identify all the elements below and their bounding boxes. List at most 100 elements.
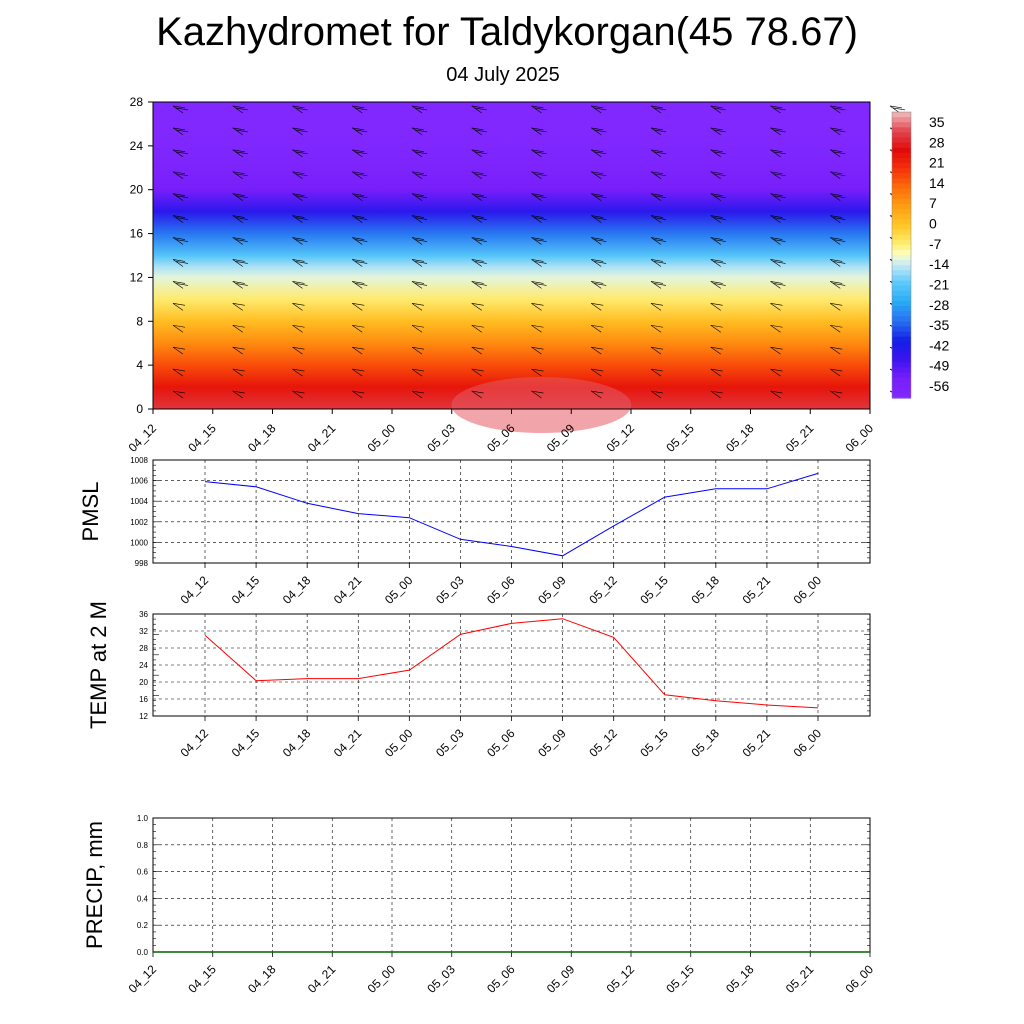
wind-barb-flag [650,237,664,240]
colorbar-segment [892,193,911,200]
wind-barb-staff [770,215,781,223]
wind-barb-flag [594,151,607,155]
wind-barb [770,193,786,201]
wind-barb-staff [770,325,781,333]
wind-barb-flag [232,171,245,175]
wind-barb-flag [833,239,846,242]
wind-barb-flag [534,107,547,111]
wind-barb-flag [232,346,245,350]
wind-barb-staff [770,105,781,114]
colorbar-segment [892,219,911,225]
wind-barb [830,171,846,179]
colorbar-segment [892,117,911,123]
wind-barb-staff [830,193,841,201]
temp-y-tick-label: 16 [139,695,148,704]
wind-barb-flag [352,324,365,328]
precip-x-tick-label: 05_15 [663,962,697,996]
precip-y-tick-label: 0.0 [137,948,149,957]
pmsl-x-tick-label: 05_15 [637,573,671,607]
wind-barb-staff [292,259,303,267]
wind-barb [591,105,607,114]
wind-barb-staff [591,368,602,377]
wind-barb-flag [591,281,604,284]
wind-barb-staff [172,368,184,377]
wind-barb-staff [232,105,243,114]
wind-barb-flag [591,368,604,372]
wind-barb [292,324,305,333]
wind-barb-staff [710,215,721,223]
wind-barb [172,368,186,377]
wind-barb-flag [295,173,308,177]
wind-barb-flag [773,283,786,286]
wind-barb [591,368,604,377]
wind-barb-staff [531,193,542,201]
wind-barb [172,237,189,245]
wind-barb-flag [591,324,604,328]
wind-barb-flag [471,127,484,131]
colorbar-segment [892,290,911,297]
wind-barb-flag [833,173,846,177]
wind-barb-flag [292,368,305,372]
wind-barb-staff [292,390,303,399]
precip-x-tick-label: 05_12 [604,962,638,996]
wind-barb [650,171,667,179]
wind-barb-flag [352,105,365,109]
wind-barb-flag [235,239,248,242]
temp-x-tick-label: 04_18 [280,726,314,760]
wind-barb [471,127,487,136]
wind-barb-staff [710,346,721,355]
pmsl-x-tick-label: 04_15 [229,573,263,607]
wind-barb [352,281,368,289]
wind-barb-flag [232,303,245,306]
wind-barb [172,281,189,289]
colorbar-segment [892,387,911,394]
wind-barb [471,324,484,333]
wind-barb-flag [292,193,305,196]
wind-barb [352,390,365,399]
precip-x-tick-label: 05_03 [424,962,458,996]
temp-x-tick-label: 05_21 [740,726,774,760]
wind-barb-flag [411,324,425,328]
pmsl-y-tick-label: 1002 [130,518,148,527]
wind-barb-flag [591,105,604,109]
wind-barb-staff [232,303,243,311]
wind-barb-staff [411,281,423,289]
wind-barb-flag [295,129,308,133]
wind-barb-staff [232,259,243,267]
wind-barb-staff [411,237,423,245]
temp-x-tick-label: 05_15 [637,726,671,760]
colorbar-segment [892,275,911,282]
heatmap-y-tick-label: 20 [130,183,144,197]
colorbar-label: -28 [929,297,949,313]
wind-barb-staff [292,281,303,289]
wind-barb [172,105,189,114]
wind-barb [531,193,547,201]
colorbar-segment [892,188,911,195]
wind-barb-staff [471,281,482,289]
wind-barb-flag [830,390,843,394]
colorbar-segment [892,331,911,338]
wind-barb [830,127,846,136]
pmsl-x-tick-label: 04_18 [280,573,314,607]
wind-barb [591,324,604,333]
wind-barb-staff [591,171,602,179]
wind-barb-staff [650,325,662,333]
heatmap-x-tick-label: 05_21 [783,421,817,455]
wind-barb-flag [650,193,664,196]
wind-barb-flag [292,127,305,131]
colorbar-label: 28 [929,134,945,150]
wind-barb-flag [352,303,365,306]
colorbar-segment [892,214,911,220]
wind-barb [292,390,305,399]
wind-barb-flag [411,259,425,262]
colorbar-label: -42 [929,337,949,353]
wind-barb [292,149,308,158]
pmsl-x-tick-label: 04_12 [178,573,212,607]
wind-barb [770,324,783,333]
wind-barb-flag [355,239,368,242]
colorbar-segment [892,300,911,307]
wind-barb [531,259,547,267]
wind-barb-flag [295,217,308,220]
colorbar-segment [892,147,911,154]
heatmap-x-tick-label: 04_21 [305,421,339,455]
